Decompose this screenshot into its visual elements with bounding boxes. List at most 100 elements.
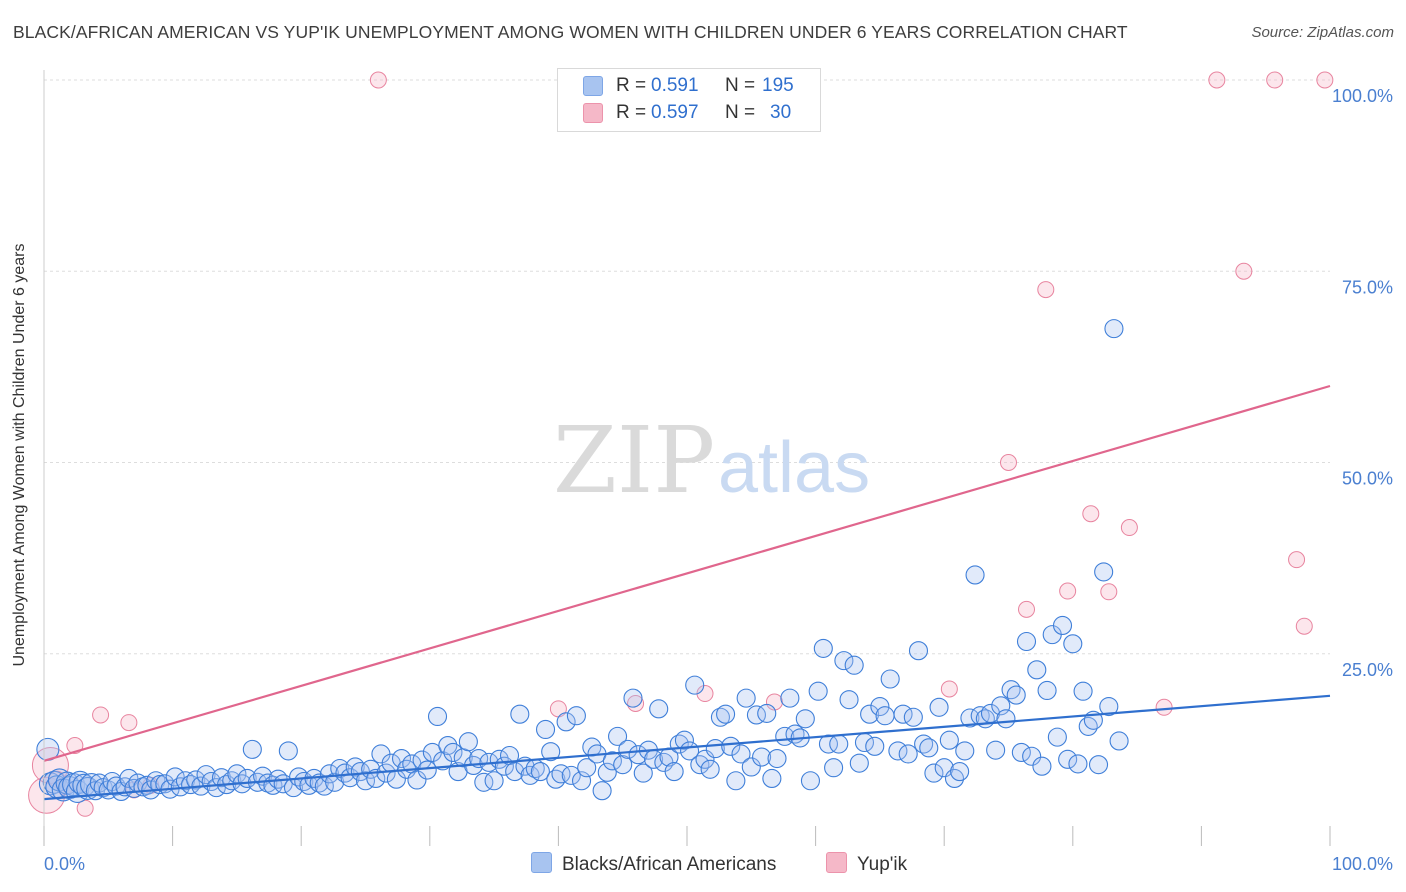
blacks-point [924, 763, 944, 783]
yupik-point [1288, 551, 1306, 569]
yupik-point [1266, 71, 1284, 89]
blacks-point [800, 771, 821, 791]
blacks-point [1052, 615, 1073, 635]
blacks-point [1058, 749, 1078, 769]
blacks-point [903, 707, 923, 727]
yupik-trend-line [43, 384, 1331, 762]
blacks-point [741, 757, 761, 777]
legend-swatch-yupik [583, 103, 603, 123]
yupik-point [1120, 519, 1138, 537]
blacks-point [870, 696, 890, 717]
blacks-point [613, 755, 633, 775]
blacks-point [700, 759, 720, 779]
blacks-point [757, 703, 777, 723]
yupik-point [1018, 600, 1036, 618]
yupik-point [1295, 617, 1313, 635]
yupik-point [1100, 583, 1118, 601]
bottom-swatch-blacks [531, 852, 552, 873]
blacks-point [175, 771, 196, 791]
yupik-point [76, 799, 94, 817]
yupik-point [1059, 582, 1077, 600]
blacks-point [955, 741, 975, 761]
blacks-point [566, 706, 586, 726]
blacks-point [829, 734, 849, 754]
blacks-point [808, 681, 828, 701]
blacks-point [278, 741, 298, 761]
blacks-point [623, 688, 643, 708]
blacks-point [1001, 680, 1021, 700]
blacks-point [919, 738, 939, 758]
stats-legend: R = 0.591 N = 195 R = 0.597 N = 30 [557, 68, 821, 132]
blacks-point [1016, 631, 1037, 652]
blacks-point [1063, 634, 1083, 654]
blacks-point [1022, 746, 1042, 766]
blacks-point [813, 638, 833, 658]
blacks-point [824, 758, 844, 778]
blacks-point [1109, 731, 1129, 751]
bottom-legend-yupik: Yup'ik [826, 852, 907, 876]
blacks-point [474, 772, 494, 792]
yupik-point [1208, 71, 1226, 89]
blacks-point [710, 707, 730, 727]
blacks-points [36, 319, 1129, 804]
y-tick-label: 50.0% [1342, 469, 1393, 489]
yupik-point [940, 680, 958, 698]
blacks-point [510, 704, 530, 724]
blacks-point [986, 740, 1006, 760]
legend-r-yupik: 0.597 [651, 102, 699, 123]
bottom-swatch-yupik [826, 852, 847, 873]
blacks-point [860, 704, 880, 724]
yupik-point [1000, 454, 1017, 471]
blacks-point [844, 655, 864, 675]
yupik-point [92, 706, 110, 724]
bottom-legend-blacks: Blacks/African Americans [531, 852, 776, 876]
blacks-point [1037, 680, 1057, 701]
blacks-point [561, 765, 581, 785]
yupik-point [1037, 281, 1055, 299]
yupik-point [1316, 71, 1334, 89]
blacks-point [685, 675, 705, 695]
blacks-trend-line [43, 694, 1331, 801]
blacks-point [1032, 756, 1052, 776]
watermark-atlas: atlas [718, 428, 870, 508]
trend-lines [43, 384, 1331, 801]
blacks-point [546, 769, 566, 789]
blacks-point [767, 749, 787, 769]
blacks-point [965, 565, 985, 585]
blacks-point [914, 734, 934, 754]
blacks-point [608, 726, 628, 746]
blacks-point [1073, 681, 1093, 701]
blacks-point [1104, 319, 1124, 339]
legend-n-yupik: 30 [770, 102, 792, 123]
blacks-point [762, 768, 782, 788]
blacks-point [649, 699, 669, 719]
bottom-legend-label-yupik: Yup'ik [857, 854, 908, 875]
y-tick-label: 25.0% [1342, 660, 1393, 680]
legend-n-blacks: 195 [762, 75, 794, 96]
blacks-point [898, 744, 918, 764]
blacks-point [950, 762, 970, 782]
blacks-point [1094, 562, 1114, 582]
x-tick-label: 0.0% [44, 854, 85, 874]
blacks-point [752, 747, 772, 767]
blacks-point [602, 751, 622, 771]
blacks-point [1068, 754, 1088, 774]
blacks-point [427, 706, 448, 727]
yupik-point [369, 71, 387, 89]
y-tick-label: 100.0% [1332, 86, 1393, 106]
blacks-point [1088, 755, 1109, 775]
legend-n-label: N = [725, 102, 756, 123]
watermark-zip: ZIP [553, 407, 715, 514]
blacks-point [664, 762, 684, 782]
blacks-point [505, 762, 525, 782]
blacks-point [731, 744, 751, 764]
blacks-point [996, 709, 1016, 729]
blacks-point [76, 776, 100, 800]
yupik-point [120, 714, 138, 732]
grid-layer [44, 79, 1330, 655]
yupik-point [765, 693, 783, 711]
chart-title: BLACK/AFRICAN AMERICAN VS YUP'IK UNEMPLO… [13, 22, 1128, 42]
blacks-point [1047, 727, 1067, 747]
blacks-point [458, 732, 478, 752]
blacks-point [865, 736, 885, 756]
